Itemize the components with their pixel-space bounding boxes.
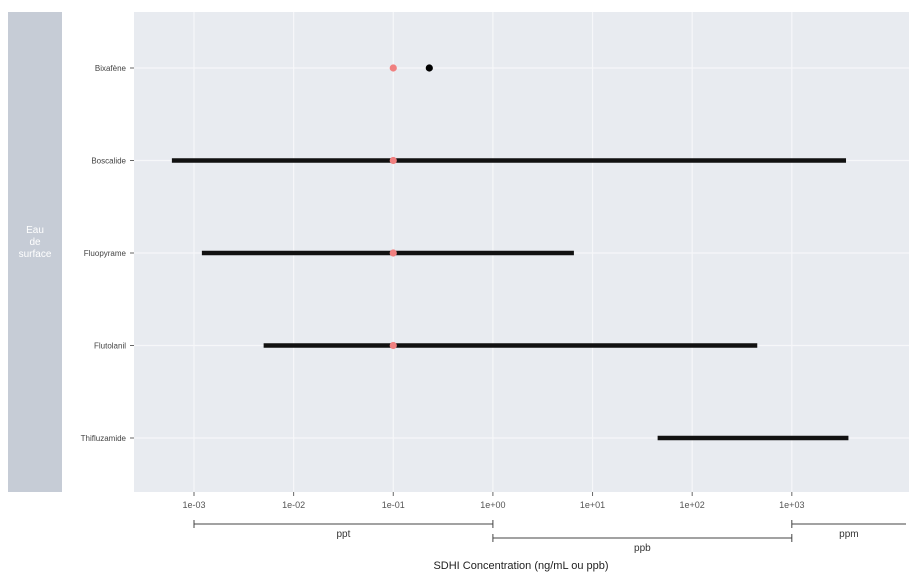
category-label: Flutolanil	[94, 342, 126, 351]
point-flutolanil	[389, 341, 397, 350]
point-bixafène	[389, 64, 397, 72]
category-label: Thifluzamide	[81, 434, 127, 443]
x-axis-ticks: 1e-03 1e-02 1e-01 1e+00 1e+01 1e+02 1e+03	[182, 492, 804, 510]
data-points	[389, 64, 433, 350]
facet-label: Eau de surface	[19, 225, 52, 260]
x-tick-label: 1e+03	[779, 500, 804, 510]
category-label: Bixafène	[95, 64, 127, 73]
x-axis-label: SDHI Concentration (ng/mL ou ppb)	[433, 560, 608, 572]
facet-strip: Eau de surface	[8, 12, 62, 492]
point-fluopyrame	[389, 249, 397, 257]
unit-label-ppt: ppt	[336, 529, 350, 540]
facet-strip-background	[8, 12, 62, 492]
range-segments	[171, 158, 849, 441]
category-label: Fluopyrame	[84, 249, 127, 258]
category-label: Boscalide	[91, 157, 126, 166]
x-tick-label: 1e-03	[182, 500, 205, 510]
point-bixafène	[425, 64, 433, 72]
unit-label-ppb: ppb	[634, 543, 651, 554]
x-tick-label: 1e+01	[580, 500, 605, 510]
point-boscalide	[389, 156, 397, 165]
unit-label-ppm: ppm	[839, 529, 858, 540]
x-tick-label: 1e-01	[382, 500, 405, 510]
x-tick-label: 1e+00	[480, 500, 505, 510]
x-tick-label: 1e+02	[680, 500, 705, 510]
x-tick-label: 1e-02	[282, 500, 305, 510]
unit-brackets: ppt ppb ppm	[193, 520, 906, 554]
y-axis-categories: Bixafène Boscalide Fluopyrame Flutolanil Thi…	[81, 64, 134, 443]
